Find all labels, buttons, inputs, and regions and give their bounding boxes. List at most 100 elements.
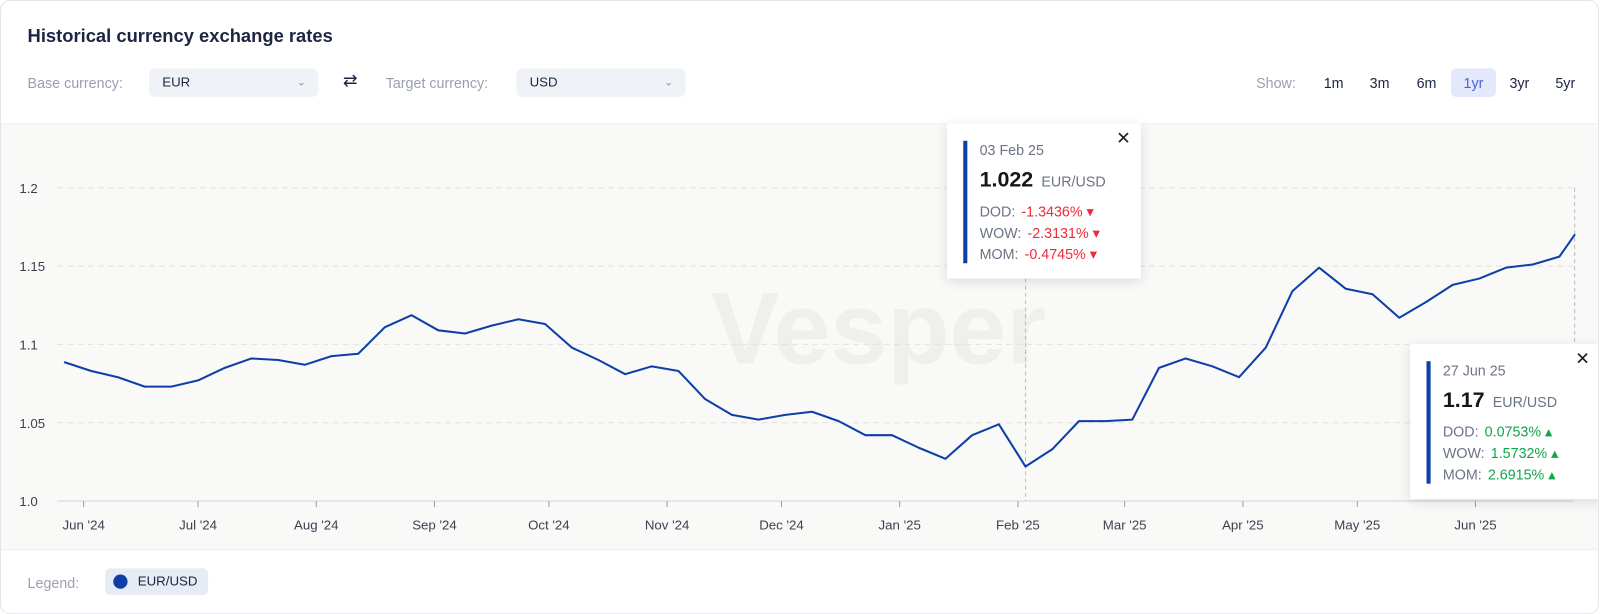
data-point — [1478, 277, 1481, 280]
base-currency-label: Base currency: — [27, 74, 123, 91]
triangle-down-icon: ▾ — [1086, 203, 1094, 220]
data-point — [944, 457, 947, 460]
swap-arrows-icon[interactable]: ⇄ — [342, 71, 358, 91]
data-point — [1238, 376, 1240, 379]
data-point — [1558, 255, 1561, 258]
line-chart: Vesper 1.0 1.05 1.1 1.15 1.2 Jun '24 Jul '24 Au… — [19, 181, 1576, 533]
base-currency-select[interactable]: EUR ⌄ — [148, 68, 319, 97]
tooltip-date: 03 Feb 25 — [979, 141, 1044, 159]
data-point — [250, 357, 253, 360]
y-tick-label: 1.2 — [19, 181, 37, 196]
range-3yr[interactable]: 3yr — [1509, 74, 1530, 91]
target-currency-select[interactable]: USD ⌄ — [516, 68, 686, 97]
x-tick-label: Jan '25 — [879, 518, 921, 533]
data-point — [1345, 287, 1347, 290]
tooltip-value: 1.022 EUR/USD — [980, 168, 1106, 192]
data-point — [837, 420, 840, 422]
data-point — [570, 346, 573, 349]
data-point — [117, 376, 119, 379]
page-title: Historical currency exchange rates — [27, 25, 333, 46]
triangle-up-icon: ▴ — [1548, 466, 1556, 483]
chart-area[interactable] — [1, 123, 1598, 550]
data-point — [1531, 263, 1534, 266]
tooltip-jun: ✕ 27 Jun 25 1.17 EUR/USD DOD: 0.0753% ▴ WO… — [1410, 343, 1598, 499]
tooltip-row-mom: MOM: -0.4745% ▾ — [979, 245, 1097, 263]
data-point — [384, 326, 386, 328]
data-point — [304, 363, 306, 366]
x-tick-label: Jul '24 — [179, 518, 217, 533]
watermark-logo: Vesper — [711, 271, 1046, 385]
data-point — [1051, 448, 1054, 451]
x-tick-label: Dec '24 — [759, 518, 804, 533]
data-point — [517, 318, 520, 321]
x-tick-label: Feb '25 — [996, 518, 1040, 533]
data-point — [223, 367, 226, 369]
data-point — [1291, 290, 1294, 292]
close-icon[interactable]: ✕ — [1575, 348, 1590, 369]
x-tick-label: Mar '25 — [1103, 518, 1147, 533]
tooltip-row-wow: WOW: 1.5732% ▴ — [1442, 444, 1559, 462]
data-point — [864, 434, 867, 437]
data-point — [1451, 284, 1454, 286]
data-point — [277, 359, 279, 361]
x-tick-label: Aug '24 — [294, 518, 339, 533]
data-point — [731, 414, 733, 416]
data-point — [1264, 346, 1267, 349]
data-point — [464, 332, 466, 335]
data-point — [1425, 301, 1427, 303]
series-line-eur-usd — [64, 234, 1576, 468]
data-point — [90, 370, 93, 372]
data-point — [1371, 293, 1374, 296]
range-1yr[interactable]: 1yr — [1451, 68, 1496, 97]
range-3m[interactable]: 3m — [1369, 74, 1390, 91]
data-point — [811, 410, 813, 413]
data-point — [170, 385, 173, 388]
data-point — [1505, 266, 1507, 269]
y-tick-label: 1.05 — [19, 416, 45, 431]
data-point — [544, 323, 546, 325]
data-point — [1573, 233, 1576, 236]
data-point — [143, 385, 146, 388]
base-currency-value: EUR — [162, 74, 191, 90]
tooltip-row-dod: DOD: 0.0753% ▴ — [1442, 423, 1553, 440]
data-point — [917, 446, 920, 449]
data-point — [330, 355, 333, 357]
range-5yr[interactable]: 5yr — [1555, 74, 1576, 91]
data-point — [704, 398, 707, 401]
tooltip-accent-bar — [1426, 361, 1431, 484]
x-tick-label: Nov '24 — [645, 518, 690, 533]
x-tick-label: Jun '24 — [63, 518, 105, 533]
data-point — [784, 414, 787, 416]
chevron-down-icon: ⌄ — [664, 76, 674, 89]
tooltip-date: 27 Jun 25 — [1442, 362, 1506, 379]
y-tick-label: 1.15 — [19, 259, 45, 274]
triangle-up-icon: ▴ — [1551, 444, 1559, 462]
data-point — [410, 314, 413, 317]
data-point — [651, 365, 653, 368]
data-point — [1318, 266, 1320, 269]
data-point — [1104, 420, 1107, 422]
tooltip-row-wow: WOW: -2.3131% ▾ — [979, 224, 1100, 241]
x-tick-label: Apr '25 — [1222, 518, 1264, 533]
range-6m[interactable]: 6m — [1416, 74, 1437, 91]
data-point — [1078, 420, 1080, 422]
triangle-up-icon: ▴ — [1545, 423, 1553, 440]
data-point — [437, 329, 440, 332]
legend-item-eur-usd[interactable]: EUR/USD — [105, 568, 208, 595]
data-point — [998, 423, 1000, 426]
close-icon[interactable]: ✕ — [1116, 128, 1131, 148]
tooltip-feb: ✕ 03 Feb 25 1.022 EUR/USD DOD: -1.3436% ▾ … — [946, 123, 1141, 279]
x-tick-label: May '25 — [1334, 518, 1380, 533]
chevron-down-icon: ⌄ — [296, 76, 307, 89]
show-label: Show: — [1256, 74, 1296, 91]
data-point — [1211, 365, 1214, 368]
tooltip-pair: EUR/USD — [1492, 393, 1558, 411]
legend-label: Legend: — [27, 574, 80, 591]
data-point — [490, 324, 493, 327]
range-1m[interactable]: 1m — [1323, 74, 1344, 91]
series-dot-icon — [113, 574, 128, 589]
data-point — [1184, 357, 1187, 360]
x-tick-label: Jun '25 — [1454, 518, 1496, 533]
y-tick-label: 1.1 — [19, 337, 37, 352]
